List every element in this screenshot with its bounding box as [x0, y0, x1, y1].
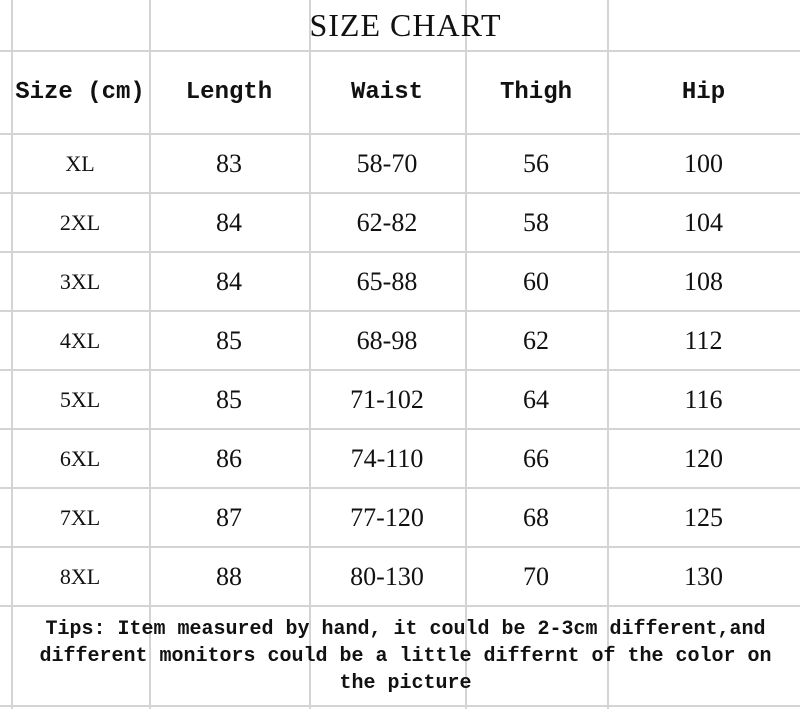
table-cell: 85	[216, 384, 242, 414]
table-cell: 130	[684, 561, 723, 591]
table-cell: 80-130	[350, 561, 424, 591]
table-cell: 83	[216, 148, 242, 178]
grid-hline	[0, 310, 800, 312]
size-label-cell: 4XL	[59, 327, 101, 353]
grid-hline	[0, 605, 800, 607]
grid-hline	[0, 251, 800, 253]
column-header: Thigh	[499, 79, 572, 106]
table-cell: 100	[684, 148, 723, 178]
table-cell: 58	[523, 207, 549, 237]
table-cell: 87	[216, 502, 242, 532]
grid-hline	[0, 428, 800, 430]
grid-hline	[0, 369, 800, 371]
size-label-cell: 2XL	[59, 209, 101, 235]
table-cell: 120	[684, 443, 723, 473]
table-cell: 66	[523, 443, 549, 473]
table-cell: 125	[684, 502, 723, 532]
table-cell: 88	[216, 561, 242, 591]
table-cell: 86	[216, 443, 242, 473]
tips-note: Tips: Item measured by hand, it could be…	[11, 607, 800, 705]
grid-hline	[0, 546, 800, 548]
grid-hline	[0, 50, 800, 52]
grid-vline	[309, 0, 311, 709]
size-label-cell: 8XL	[59, 563, 101, 589]
size-label-cell: 5XL	[59, 386, 101, 412]
grid-hline	[0, 487, 800, 489]
table-cell: 104	[684, 207, 723, 237]
chart-title: SIZE CHART	[309, 6, 502, 43]
column-header: Size (cm)	[15, 79, 145, 106]
table-cell: 77-120	[350, 502, 424, 532]
table-cell: 116	[684, 384, 723, 414]
grid-hline	[0, 705, 800, 707]
grid-hline	[0, 133, 800, 135]
column-header: Length	[185, 79, 273, 106]
table-cell: 64	[523, 384, 549, 414]
table-cell: 56	[523, 148, 549, 178]
table-cell: 71-102	[350, 384, 424, 414]
table-cell: 85	[216, 325, 242, 355]
table-cell: 68-98	[356, 325, 418, 355]
size-label-cell: 3XL	[59, 268, 101, 294]
tips-text: Tips: Item measured by hand, it could be…	[39, 617, 772, 695]
table-cell: 58-70	[356, 148, 418, 178]
table-cell: 62	[523, 325, 549, 355]
table-cell: 74-110	[350, 443, 424, 473]
column-header: Waist	[350, 79, 423, 106]
grid-vline	[11, 0, 13, 709]
grid-hline	[0, 192, 800, 194]
size-label-cell: XL	[65, 150, 95, 176]
grid-vline	[465, 0, 467, 709]
size-label-cell: 7XL	[59, 504, 101, 530]
table-cell: 84	[216, 207, 242, 237]
table-cell: 70	[523, 561, 549, 591]
size-label-cell: 6XL	[59, 445, 101, 471]
column-header: Hip	[681, 79, 726, 106]
table-cell: 68	[523, 502, 549, 532]
grid-vline	[607, 0, 609, 709]
table-cell: 65-88	[356, 266, 418, 296]
table-cell: 108	[684, 266, 723, 296]
grid-vline	[149, 0, 151, 709]
table-cell: 60	[523, 266, 549, 296]
table-cell: 112	[684, 325, 723, 355]
table-cell: 62-82	[356, 207, 418, 237]
table-cell: 84	[216, 266, 242, 296]
